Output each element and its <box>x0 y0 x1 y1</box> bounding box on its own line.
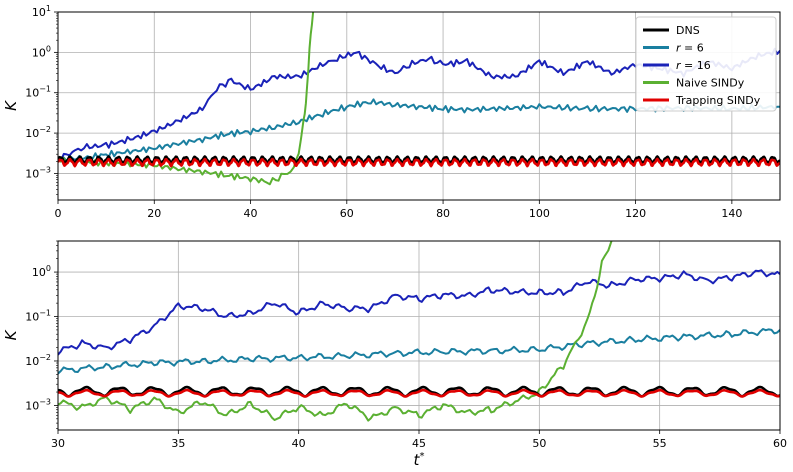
x-tick-label: 45 <box>412 437 426 450</box>
y-tick-label: 100 <box>32 264 51 279</box>
legend-label: r = 16 <box>676 59 711 72</box>
y-tick-label: 10−2 <box>25 125 51 140</box>
x-tick-label: 30 <box>51 437 65 450</box>
panel-1: 0 20 40 60 80 100 120 140 101 100 10−1 10−2 10−3 K DNS… <box>2 4 781 220</box>
x-tick-label: 120 <box>625 207 646 220</box>
y-tick-label: 10−3 <box>25 165 51 180</box>
series-r-6 <box>58 328 780 375</box>
y-axis-label: K <box>2 329 20 340</box>
x-tick-label: 35 <box>171 437 185 450</box>
legend-label: r = 6 <box>676 42 704 55</box>
y-tick-label: 10−3 <box>25 397 51 412</box>
x-tick-label: 20 <box>147 207 161 220</box>
legend: DNS r = 6 r = 16 Naive SINDy Trapping SINDy <box>635 16 777 112</box>
legend-box <box>635 16 777 112</box>
y-tick-label: 100 <box>32 44 51 59</box>
plot-frame <box>57 11 781 201</box>
grid <box>57 241 781 430</box>
x-tick-label: 140 <box>721 207 742 220</box>
series-naive-sindy <box>58 241 613 422</box>
y-tick-label: 10−1 <box>25 85 51 100</box>
x-tick-label: 60 <box>340 207 354 220</box>
series-trapping-sindy <box>58 157 780 168</box>
x-tick-label: 55 <box>653 437 667 450</box>
legend-label: Naive SINDy <box>676 77 745 90</box>
series-lines <box>58 241 780 422</box>
x-tick-label: 40 <box>292 437 306 450</box>
y-tick-label: 101 <box>32 4 51 19</box>
legend-label: Trapping SINDy <box>675 94 761 107</box>
y-axis-label: K <box>2 100 20 111</box>
y-tick-label: 10−1 <box>25 309 51 324</box>
x-tick-label: 80 <box>436 207 450 220</box>
y-tick-label: 10−2 <box>25 353 51 368</box>
series-r-16 <box>58 269 780 356</box>
x-tick-label: 60 <box>773 437 787 450</box>
x-tick-label: 50 <box>532 437 546 450</box>
series-trapping-sindy <box>58 388 780 398</box>
series-dns <box>58 385 780 398</box>
panel-2: 30 35 40 45 50 55 60 100 10−1 10−2 10−3 Kt* <box>2 240 787 469</box>
x-tick-label: 0 <box>55 207 62 220</box>
plot-frame <box>57 240 781 431</box>
legend-label: DNS <box>676 24 700 37</box>
x-axis-label: t* <box>414 451 425 469</box>
x-tick-label: 40 <box>244 207 258 220</box>
x-tick-label: 100 <box>529 207 550 220</box>
